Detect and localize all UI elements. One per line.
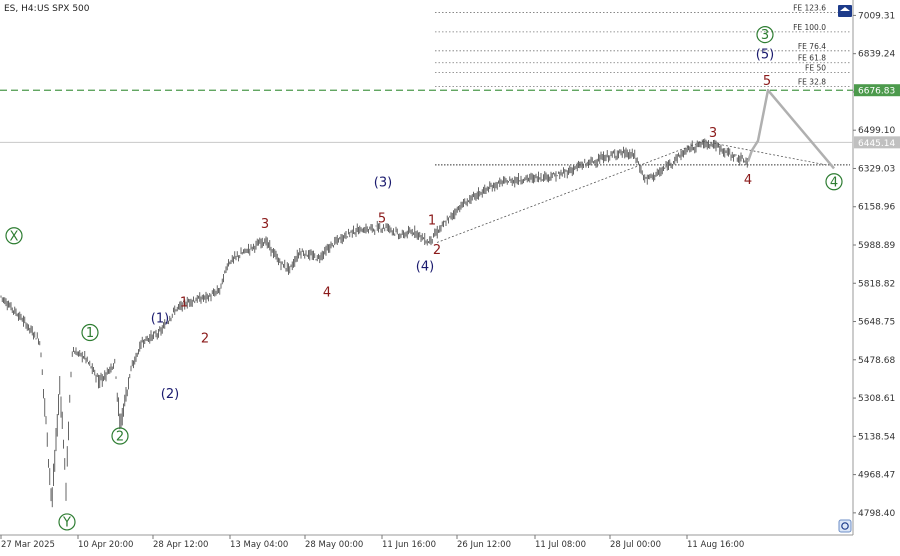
time-tick-label: 28 Apr 12:00 bbox=[153, 540, 208, 550]
wave-label-circle bbox=[111, 427, 129, 445]
price-tick-label: 5818.82 bbox=[858, 279, 895, 289]
time-tick-label: 27 Mar 2025 bbox=[1, 540, 55, 550]
target-price-tag bbox=[854, 84, 900, 97]
price-tick-label: 6499.10 bbox=[858, 126, 895, 136]
time-tick-label: 11 Aug 16:00 bbox=[687, 540, 744, 550]
wave-label: 3 bbox=[709, 126, 717, 141]
price-tick-label: 5478.68 bbox=[858, 356, 895, 366]
wave-label-circle bbox=[81, 323, 99, 342]
wave-label: 1 bbox=[180, 296, 188, 311]
header-symbol: ES, H4: bbox=[4, 4, 37, 14]
wave-label: Y bbox=[62, 515, 71, 530]
fib-label: FE 100.0 bbox=[793, 23, 826, 32]
wave-label: 3 bbox=[261, 217, 269, 232]
fib-label: FE 76.4 bbox=[798, 42, 826, 51]
time-tick-label: 11 Jun 16:00 bbox=[382, 540, 436, 550]
wave-label: 5 bbox=[763, 74, 771, 89]
target-price-tag-label: 6676.83 bbox=[858, 87, 895, 97]
fib-label: FE 123.6 bbox=[793, 4, 826, 13]
wave-label: 4 bbox=[830, 175, 838, 190]
trendline bbox=[436, 140, 827, 243]
fib-label: FE 61.8 bbox=[798, 54, 826, 63]
price-tick-label: 4968.47 bbox=[858, 471, 895, 481]
wave-label: (1) bbox=[151, 311, 169, 326]
time-tick-label: 10 Apr 20:00 bbox=[78, 540, 133, 550]
projection-line bbox=[746, 88, 835, 170]
price-tick-label: 6329.03 bbox=[858, 164, 895, 174]
fib-levels: FE 123.6 FE 100.0 FE 76.4 FE 61.8FE 50 FE 32… bbox=[435, 4, 850, 87]
current-price-tag bbox=[854, 136, 900, 149]
wave-label: 4 bbox=[744, 173, 752, 188]
fib-label: FE 32.8 bbox=[798, 77, 826, 86]
wave-label: 1 bbox=[86, 326, 94, 341]
price-tick-label: 5138.54 bbox=[858, 432, 895, 442]
wave-label: (5) bbox=[756, 48, 774, 63]
wave-label: (2) bbox=[161, 387, 179, 402]
wave-label: 1 bbox=[428, 214, 436, 229]
fib-label: FE 50 bbox=[805, 63, 826, 72]
trendline-path bbox=[436, 140, 827, 243]
wave-label: (4) bbox=[416, 260, 434, 275]
wave-labels: X Y 1 2 (1) (2) 1 2 3 4 5 (3) (4) 1 2 3 4 5 (5) 3 4 bbox=[5, 25, 843, 531]
wave-label: 4 bbox=[323, 286, 331, 301]
wave-label: 3 bbox=[761, 28, 769, 43]
current-price-tag-label: 6445.14 bbox=[858, 139, 895, 149]
time-tick-label: 13 May 04:00 bbox=[230, 540, 288, 550]
price-tick-label: 7009.31 bbox=[858, 11, 895, 21]
time-ticks: 27 Mar 2025 10 Apr 20:00 28 Apr 12:00 13 Ma… bbox=[0, 535, 744, 550]
wave-label: 2 bbox=[116, 430, 124, 445]
wave-label: (3) bbox=[374, 175, 392, 190]
price-tick-label: 5648.75 bbox=[858, 318, 895, 328]
time-tick-label: 28 May 00:00 bbox=[305, 540, 363, 550]
settings-circle-icon[interactable] bbox=[838, 519, 852, 533]
wave-label: 2 bbox=[201, 332, 209, 347]
header-description: US SPX 500 bbox=[37, 4, 90, 14]
price-tick-label: 6839.24 bbox=[858, 50, 895, 60]
time-tick-label: 26 Jun 12:00 bbox=[457, 540, 511, 550]
price-tick-label: 6158.96 bbox=[858, 203, 895, 213]
time-tick-label: 28 Jul 00:00 bbox=[610, 540, 661, 550]
projection-path bbox=[746, 88, 835, 170]
time-tick-label: 11 Jul 08:00 bbox=[535, 540, 586, 550]
price-tick-label: 4798.40 bbox=[858, 509, 895, 519]
wave-label-circle bbox=[756, 25, 774, 44]
candles bbox=[0, 138, 748, 508]
price-tick-label: 5988.89 bbox=[858, 241, 895, 251]
wave-label: X bbox=[10, 229, 19, 244]
wave-label-circle bbox=[825, 173, 843, 191]
price-ticks: 7009.316839.246669.166499.106329.036158.… bbox=[853, 11, 895, 519]
price-tick-label: 5308.61 bbox=[858, 394, 895, 404]
wave-label-circle bbox=[5, 227, 23, 245]
wave-label-circle bbox=[58, 513, 76, 531]
wave-label: 5 bbox=[378, 211, 386, 226]
wave-label: 2 bbox=[433, 243, 441, 258]
trade-icon[interactable] bbox=[838, 5, 852, 17]
price-tags: 6676.83 6445.14 bbox=[854, 84, 900, 149]
